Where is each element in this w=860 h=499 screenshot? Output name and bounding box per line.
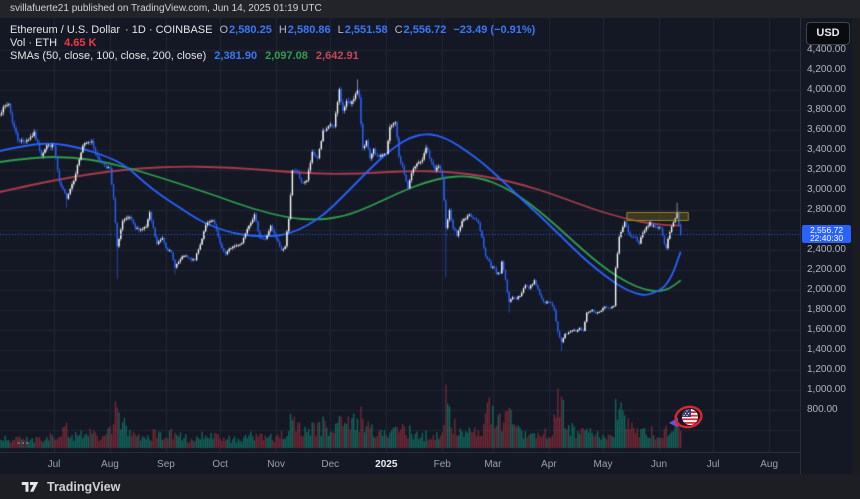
time-tick-label: Jun bbox=[650, 459, 668, 470]
price-tick-label: 2,800.00 bbox=[807, 204, 846, 215]
sma-label: SMAs (50, close, 100, close, 200, close) bbox=[10, 50, 207, 62]
sma-values: 2,381.90 2,097.08 2,642.91 bbox=[206, 50, 358, 62]
time-tick-label: Feb bbox=[433, 459, 451, 470]
publish-info: svillafuerte21 published on TradingView.… bbox=[0, 0, 860, 18]
volume-value: 4.65 K bbox=[64, 37, 97, 49]
sma-value: 2,642.91 bbox=[315, 50, 359, 62]
sma-value: 2,097.08 bbox=[265, 50, 308, 62]
price-tick-label: 1,200.00 bbox=[807, 364, 846, 375]
price-tick-label: 1,600.00 bbox=[807, 324, 846, 335]
price-chart-canvas[interactable] bbox=[0, 18, 800, 452]
right-gutter bbox=[852, 18, 860, 474]
time-tick-label: Jul bbox=[706, 459, 720, 470]
ohlc-key: O bbox=[219, 24, 229, 36]
price-tick-label: 3,800.00 bbox=[807, 104, 846, 115]
last-price-label: 2,556.72 22:40:30 bbox=[802, 225, 851, 244]
last-price-value: 2,556.72 bbox=[809, 225, 844, 236]
pane-more-button[interactable]: ... bbox=[17, 433, 31, 447]
price-tick-label: 3,600.00 bbox=[807, 124, 846, 135]
tradingview-brand[interactable]: TradingView bbox=[47, 479, 121, 494]
us-flag-sticker[interactable] bbox=[666, 400, 708, 434]
sma-value: 2,381.90 bbox=[214, 50, 258, 62]
flag-icon bbox=[669, 405, 703, 429]
ohlc-values: O2,580.25 H2,580.86 L2,551.58 C2,556.72 bbox=[212, 24, 446, 36]
price-tick-label: 2,400.00 bbox=[807, 244, 846, 255]
symbol-meta: · 1D · COINBASE bbox=[125, 24, 213, 36]
time-tick-label: Mar bbox=[484, 459, 502, 470]
time-tick-label: Oct bbox=[212, 459, 228, 470]
price-axis[interactable]: USD 800.00 1,000.00 1,200.00 1,400.00 1,600.… bbox=[800, 18, 852, 474]
ohlc-value: 2,580.25 bbox=[229, 24, 272, 36]
time-tick-label: Apr bbox=[541, 459, 557, 470]
ohlc-value: 2,556.72 bbox=[403, 24, 447, 36]
time-tick-label: 2025 bbox=[375, 459, 398, 470]
tradingview-logo[interactable] bbox=[20, 479, 40, 494]
time-tick-label: Aug bbox=[101, 459, 119, 470]
time-tick-label: May bbox=[593, 459, 613, 470]
price-tick-label: 4,400.00 bbox=[807, 44, 846, 55]
price-tick-label: 2,000.00 bbox=[807, 284, 846, 295]
price-tick-label: 3,000.00 bbox=[807, 184, 846, 195]
time-tick-label: Sep bbox=[157, 459, 175, 470]
ohlc-key: L bbox=[337, 24, 344, 36]
price-tick-label: 3,200.00 bbox=[807, 164, 846, 175]
ohlc-key: C bbox=[394, 24, 403, 36]
legend-sma-row[interactable]: SMAs (50, close, 100, close, 200, close)… bbox=[10, 50, 535, 62]
ohlc-key: H bbox=[278, 24, 287, 36]
price-tick-label: 4,200.00 bbox=[807, 64, 846, 75]
price-tick-label: 1,400.00 bbox=[807, 344, 846, 355]
ohlc-value: 2,580.86 bbox=[287, 24, 331, 36]
time-tick-label: Dec bbox=[321, 459, 340, 470]
price-tick-label: 3,400.00 bbox=[807, 144, 846, 155]
time-tick-label: Nov bbox=[267, 459, 285, 470]
time-tick-label: Aug bbox=[760, 459, 779, 470]
price-tick-label: 1,800.00 bbox=[807, 304, 846, 315]
countdown-timer: 22:40:30 bbox=[809, 233, 844, 244]
legend-symbol-row[interactable]: Ethereum / U.S. Dollar · 1D · COINBASE O… bbox=[10, 24, 535, 36]
publish-info-text: svillafuerte21 published on TradingView.… bbox=[10, 3, 322, 14]
price-tick-label: 1,000.00 bbox=[807, 384, 846, 395]
symbol-title: Ethereum / U.S. Dollar bbox=[10, 24, 121, 36]
currency-toggle-button[interactable]: USD bbox=[806, 22, 850, 45]
price-tick-label: 4,000.00 bbox=[807, 84, 846, 95]
price-tick-label: 800.00 bbox=[807, 404, 838, 415]
ohlc-value: 2,551.58 bbox=[344, 24, 388, 36]
legend-volume-row[interactable]: Vol · ETH 4.65 K bbox=[10, 37, 535, 49]
footer-bar: TradingView bbox=[0, 474, 860, 499]
chart-legend: Ethereum / U.S. Dollar · 1D · COINBASE O… bbox=[10, 24, 535, 63]
change-value: −23.49 (−0.91%) bbox=[453, 24, 536, 36]
time-axis[interactable]: Jul Aug Sep Oct Nov Dec 2025 Feb Mar Apr May Jun Jul… bbox=[0, 452, 852, 474]
time-tick-label: Jul bbox=[47, 459, 61, 470]
volume-label: Vol · ETH bbox=[10, 37, 58, 49]
price-tick-label: 2,200.00 bbox=[807, 264, 846, 275]
